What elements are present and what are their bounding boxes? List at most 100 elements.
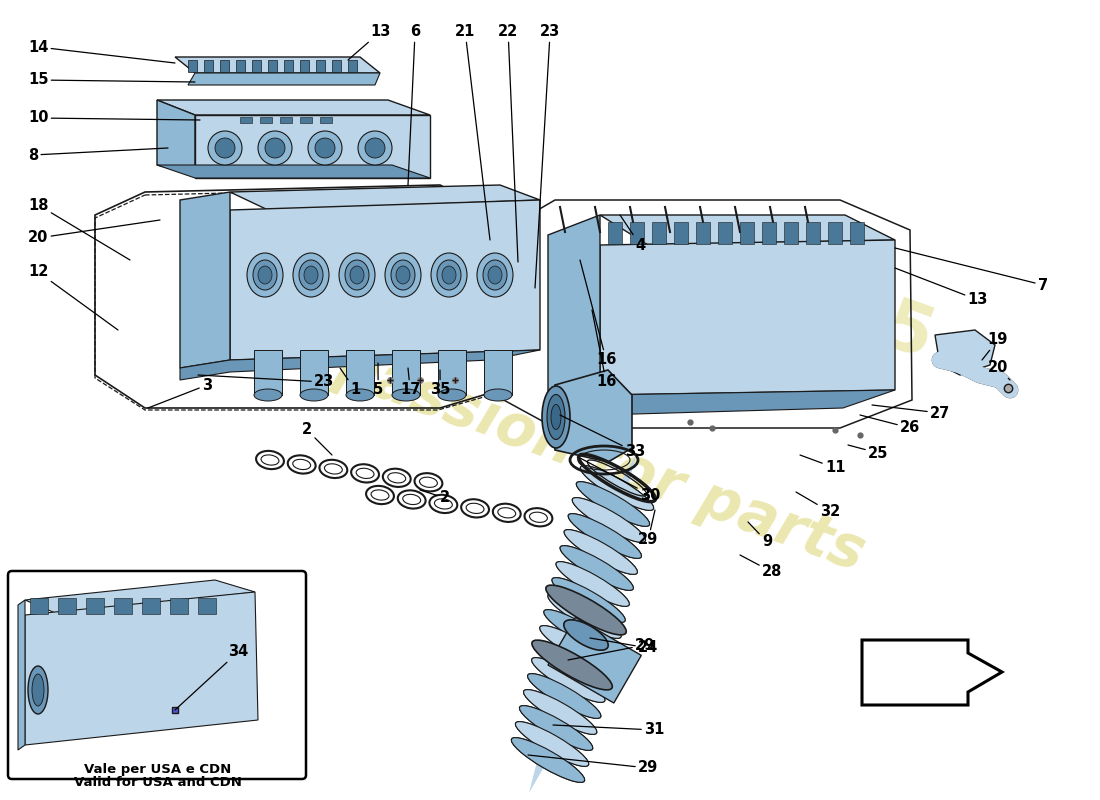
Text: 16: 16 [592, 310, 616, 390]
Bar [260, 117, 272, 123]
Ellipse shape [560, 546, 634, 590]
Polygon shape [548, 390, 895, 425]
Bar [320, 117, 332, 123]
Ellipse shape [536, 642, 609, 686]
Ellipse shape [516, 722, 588, 766]
Ellipse shape [528, 674, 601, 718]
Bar [348, 60, 358, 72]
Text: 12: 12 [28, 265, 118, 330]
Ellipse shape [536, 642, 609, 686]
Circle shape [358, 131, 392, 165]
Ellipse shape [543, 610, 617, 654]
Ellipse shape [572, 498, 646, 542]
Text: 7: 7 [895, 248, 1048, 293]
Text: 29: 29 [528, 755, 658, 775]
Bar [284, 60, 293, 72]
Ellipse shape [552, 578, 625, 622]
Text: 18: 18 [28, 198, 130, 260]
Bar [850, 222, 864, 244]
Ellipse shape [546, 585, 626, 635]
Text: Valid for USA and CDN: Valid for USA and CDN [74, 777, 242, 790]
Text: 17: 17 [400, 368, 420, 398]
Bar [630, 222, 644, 244]
Ellipse shape [551, 405, 561, 430]
Polygon shape [935, 330, 996, 375]
Bar [58, 598, 76, 614]
Ellipse shape [556, 562, 629, 606]
Text: 23: 23 [198, 374, 334, 390]
Circle shape [258, 131, 292, 165]
Ellipse shape [516, 722, 588, 766]
Ellipse shape [528, 674, 601, 718]
Ellipse shape [564, 530, 637, 574]
Ellipse shape [248, 253, 283, 297]
Ellipse shape [531, 658, 605, 702]
Circle shape [208, 131, 242, 165]
Ellipse shape [346, 389, 374, 401]
Text: 21: 21 [455, 25, 490, 240]
Polygon shape [548, 215, 600, 412]
Bar [784, 222, 798, 244]
Polygon shape [180, 192, 230, 368]
Text: 15: 15 [28, 73, 195, 87]
Circle shape [365, 138, 385, 158]
Ellipse shape [564, 620, 608, 650]
Text: 29: 29 [568, 638, 656, 660]
Circle shape [308, 131, 342, 165]
Bar [252, 60, 261, 72]
Text: 16: 16 [580, 260, 616, 367]
Bar [346, 350, 374, 395]
Ellipse shape [572, 498, 646, 542]
Polygon shape [18, 600, 25, 750]
Polygon shape [600, 215, 895, 245]
Text: 11: 11 [800, 455, 846, 475]
Text: 28: 28 [740, 555, 782, 579]
Ellipse shape [32, 674, 44, 706]
Ellipse shape [431, 253, 467, 297]
Polygon shape [230, 185, 540, 210]
Polygon shape [180, 350, 540, 380]
Bar [332, 60, 341, 72]
Ellipse shape [293, 253, 329, 297]
Bar [718, 222, 732, 244]
Bar [828, 222, 842, 244]
Ellipse shape [339, 253, 375, 297]
Ellipse shape [581, 466, 653, 510]
Ellipse shape [548, 594, 621, 638]
Text: 26: 26 [860, 415, 921, 435]
Ellipse shape [556, 562, 629, 606]
Bar [280, 117, 292, 123]
Ellipse shape [253, 260, 277, 290]
Text: 30: 30 [580, 458, 660, 502]
Bar [652, 222, 666, 244]
Text: 27: 27 [872, 405, 950, 421]
Ellipse shape [300, 389, 328, 401]
Text: 31: 31 [553, 722, 664, 738]
Ellipse shape [542, 386, 570, 448]
Bar [204, 60, 213, 72]
Bar [30, 598, 48, 614]
Text: 13: 13 [348, 25, 390, 60]
Ellipse shape [258, 266, 272, 284]
Polygon shape [157, 100, 195, 175]
Ellipse shape [488, 266, 502, 284]
Bar [392, 350, 420, 395]
Bar [170, 598, 188, 614]
Polygon shape [157, 165, 430, 178]
Bar [188, 60, 197, 72]
Text: 23: 23 [535, 25, 560, 288]
Ellipse shape [350, 266, 364, 284]
Bar [740, 222, 754, 244]
Bar [300, 350, 328, 395]
Ellipse shape [543, 610, 617, 654]
Bar [696, 222, 710, 244]
Polygon shape [175, 57, 380, 73]
Text: 29: 29 [638, 510, 658, 547]
Text: 6: 6 [408, 25, 420, 185]
Ellipse shape [512, 738, 585, 782]
Text: 13: 13 [895, 268, 988, 307]
Bar [300, 117, 312, 123]
Bar [608, 222, 622, 244]
Bar [484, 350, 512, 395]
Text: 20: 20 [28, 220, 160, 246]
